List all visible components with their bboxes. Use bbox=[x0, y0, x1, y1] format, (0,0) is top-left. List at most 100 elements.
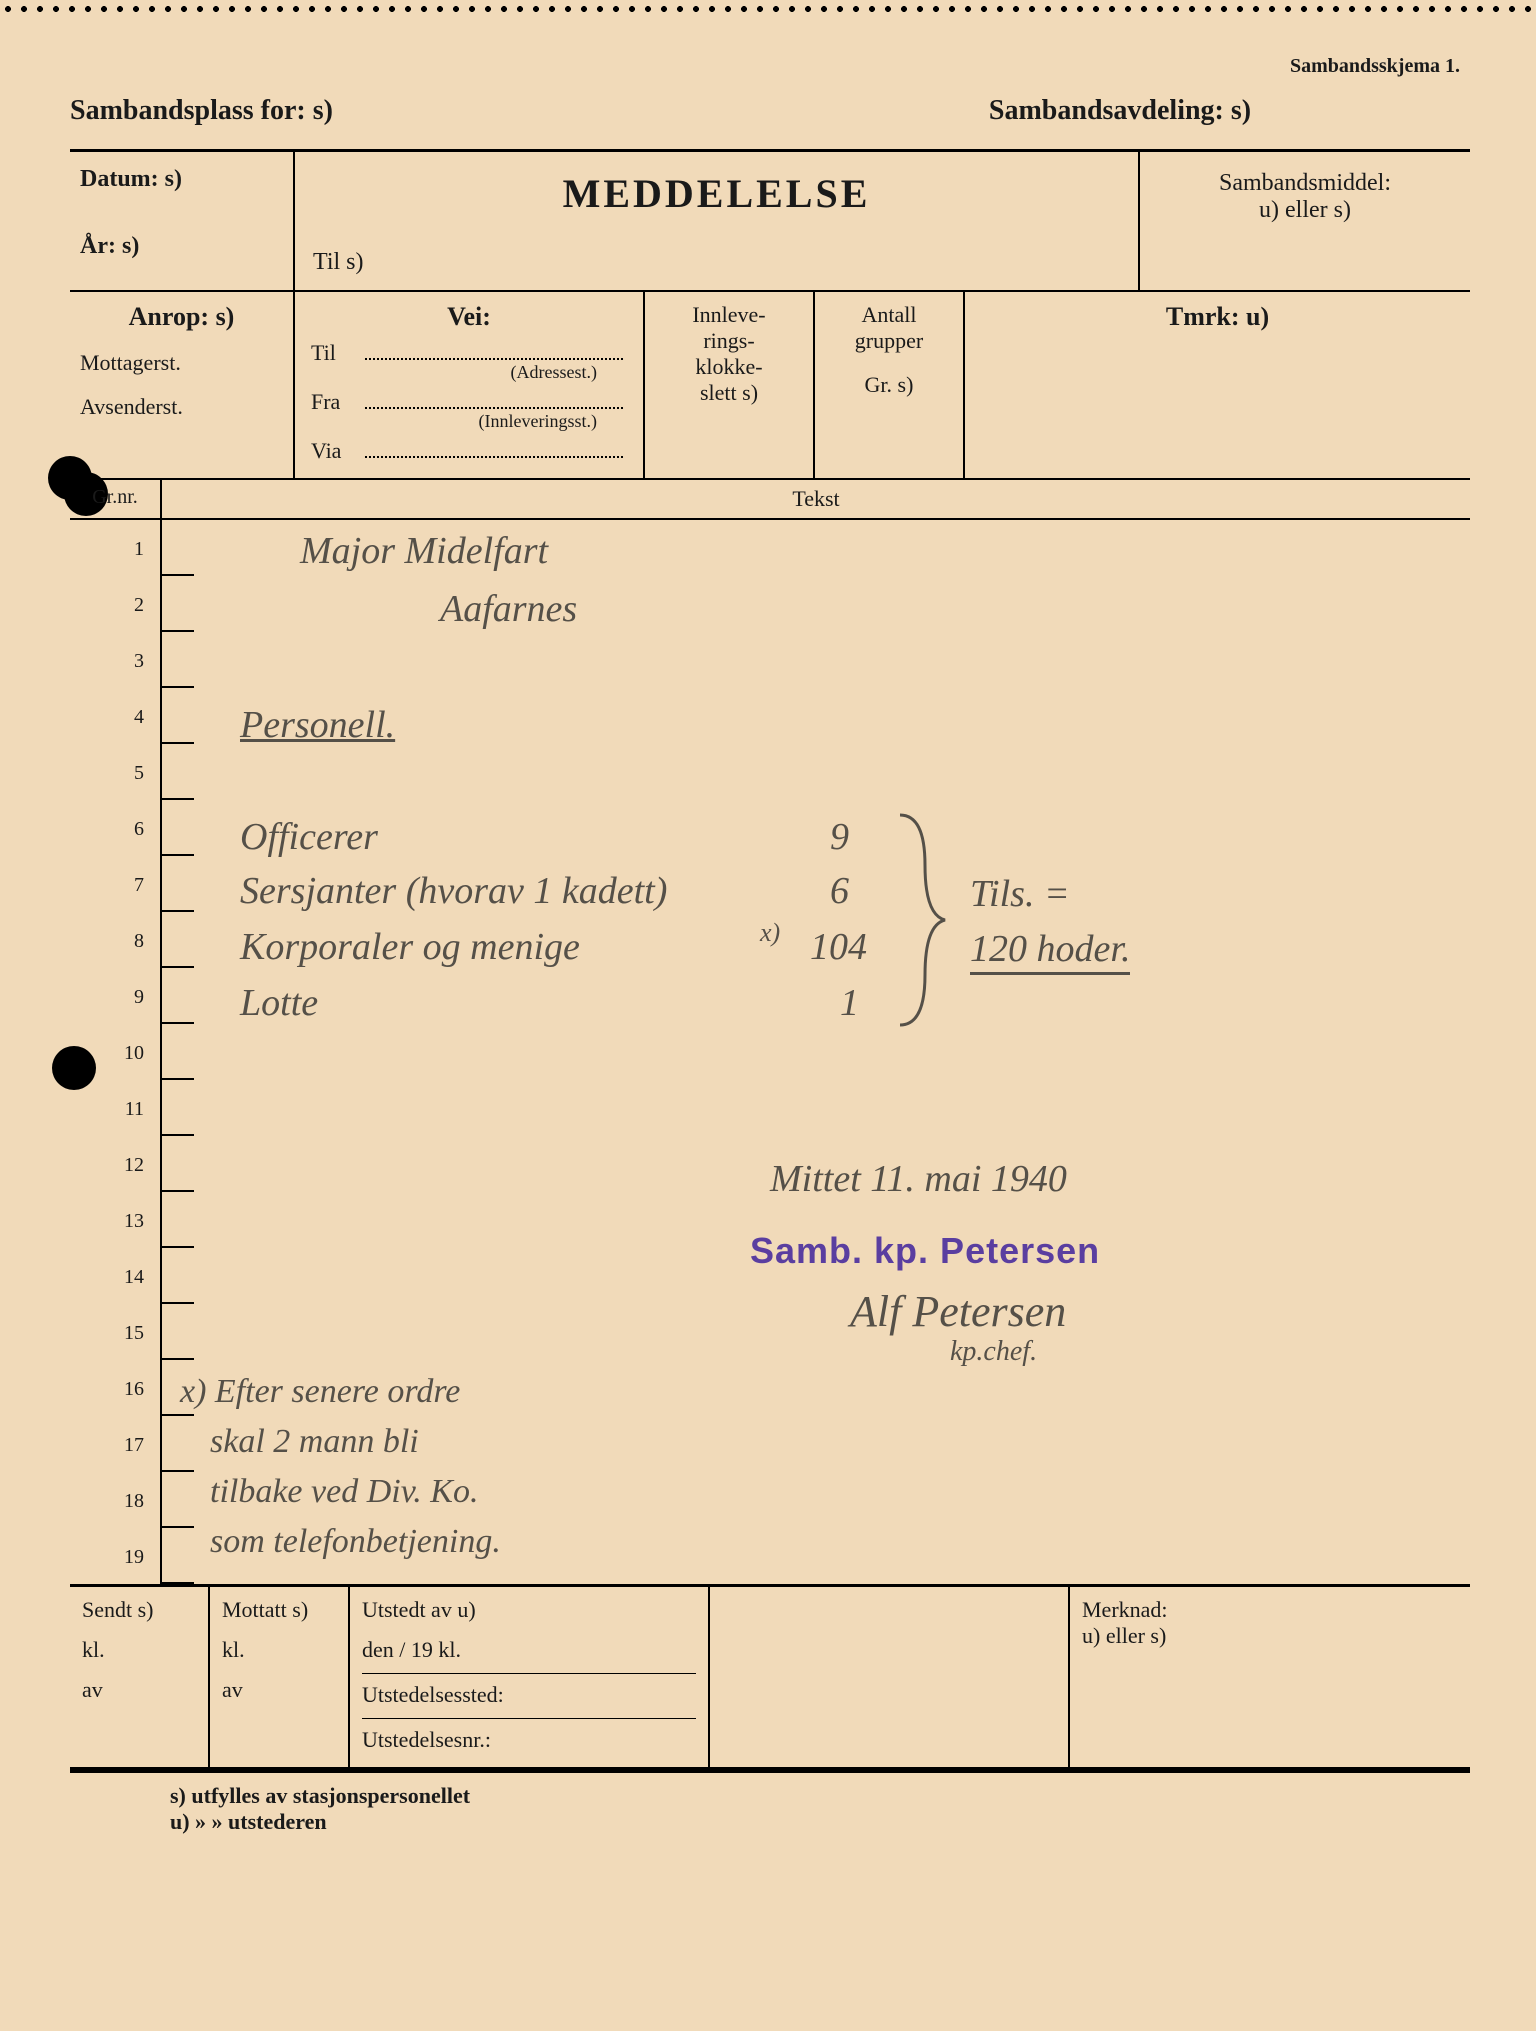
label-kl-1: kl. bbox=[82, 1637, 196, 1663]
row-tick bbox=[162, 1582, 194, 1584]
hw-place: Aafarnes bbox=[440, 590, 577, 628]
row-number: 16 bbox=[70, 1360, 162, 1416]
row-tick bbox=[162, 966, 194, 968]
row-tick bbox=[162, 1190, 194, 1192]
label-vei: Vei: bbox=[311, 302, 627, 332]
label-utsted-sted: Utstedelsessted: bbox=[362, 1673, 696, 1708]
label-grnr: Gr.nr. bbox=[70, 480, 162, 518]
label-til: Til s) bbox=[313, 249, 363, 276]
text-row: 2 bbox=[70, 576, 1470, 632]
hw-dateplace: Mittet 11. mai 1940 bbox=[770, 1160, 1067, 1198]
row-tick bbox=[162, 1134, 194, 1136]
hw-note1: x) Efter senere ordre bbox=[180, 1375, 460, 1409]
label-vei-fra: Fra bbox=[311, 389, 361, 415]
label-kl-2: kl. bbox=[222, 1637, 336, 1663]
label-sambandsmiddel-sub: u) eller s) bbox=[1150, 197, 1460, 224]
row-tick bbox=[162, 854, 194, 856]
row-number: 7 bbox=[70, 856, 162, 912]
row-tick bbox=[162, 574, 194, 576]
row-tick bbox=[162, 1078, 194, 1080]
hw-addressee: Major Midelfart bbox=[300, 532, 548, 570]
hw-note2: skal 2 mann bli bbox=[210, 1425, 419, 1459]
footnote-s: s) utfylles av stasjonspersonellet bbox=[170, 1783, 1470, 1809]
hw-korp: Korporaler og menige bbox=[240, 928, 580, 966]
label-sambandsplass: Sambandsplass for: s) bbox=[70, 95, 770, 127]
label-sambandsmiddel: Sambandsmiddel: bbox=[1150, 170, 1460, 197]
row-number: 11 bbox=[70, 1080, 162, 1136]
label-tekst: Tekst bbox=[162, 480, 1470, 518]
label-anrop: Anrop: s) bbox=[80, 302, 283, 332]
stamp-text: Samb. kp. Petersen bbox=[750, 1230, 1100, 1272]
label-sendt: Sendt s) bbox=[82, 1597, 196, 1623]
label-antall-1: Antall bbox=[825, 302, 953, 328]
row-number: 3 bbox=[70, 632, 162, 688]
row-tick bbox=[162, 798, 194, 800]
text-row: 11 bbox=[70, 1080, 1470, 1136]
perforation-edge bbox=[0, 0, 1536, 18]
text-row: 1 bbox=[70, 520, 1470, 576]
brace-icon bbox=[890, 810, 950, 1030]
message-body: 12345678910111213141516171819 Major Mide… bbox=[70, 520, 1470, 1584]
text-row: 10 bbox=[70, 1024, 1470, 1080]
row-tick bbox=[162, 630, 194, 632]
label-aar: År: s) bbox=[80, 233, 283, 260]
row-tick bbox=[162, 1246, 194, 1248]
row-number: 14 bbox=[70, 1248, 162, 1304]
label-utsted-nr: Utstedelsesnr.: bbox=[362, 1718, 696, 1753]
label-vei-til: Til bbox=[311, 340, 361, 366]
label-av-2: av bbox=[222, 1677, 336, 1703]
row-number: 8 bbox=[70, 912, 162, 968]
label-datum: Datum: s) bbox=[80, 166, 283, 193]
row-number: 10 bbox=[70, 1024, 162, 1080]
hw-officers-n: 9 bbox=[830, 818, 849, 856]
row-tick bbox=[162, 686, 194, 688]
label-mottagerst: Mottagerst. bbox=[80, 350, 283, 376]
label-utstedt: Utstedt av u) bbox=[362, 1597, 696, 1623]
text-row: 15 bbox=[70, 1304, 1470, 1360]
text-row: 5 bbox=[70, 744, 1470, 800]
hw-note4: som telefonbetjening. bbox=[210, 1525, 501, 1559]
footnote-u: u) » » utstederen bbox=[170, 1809, 1470, 1835]
label-innlev-2: rings- bbox=[655, 328, 803, 354]
text-row: 3 bbox=[70, 632, 1470, 688]
row-tick bbox=[162, 1302, 194, 1304]
row-number: 18 bbox=[70, 1472, 162, 1528]
label-tmrk: Tmrk: u) bbox=[965, 292, 1470, 478]
row-number: 13 bbox=[70, 1192, 162, 1248]
form-title: MEDDELELSE bbox=[295, 152, 1138, 217]
row-number: 2 bbox=[70, 576, 162, 632]
row-number: 12 bbox=[70, 1136, 162, 1192]
hw-lotte: Lotte bbox=[240, 984, 318, 1022]
label-antall-2: grupper bbox=[825, 328, 953, 354]
hw-sersj-n: 6 bbox=[830, 872, 849, 910]
label-den: den / 19 kl. bbox=[362, 1637, 696, 1663]
hw-tils: Tils. = bbox=[970, 875, 1070, 913]
label-sambandsavdeling: Sambandsavdeling: s) bbox=[770, 95, 1470, 127]
form-page: Sambandsskjema 1. Sambandsplass for: s) … bbox=[70, 55, 1470, 1835]
form-number: Sambandsskjema 1. bbox=[1290, 55, 1460, 78]
label-avsenderst: Avsenderst. bbox=[80, 394, 283, 420]
row-number: 19 bbox=[70, 1528, 162, 1584]
row-number: 4 bbox=[70, 688, 162, 744]
row-tick bbox=[162, 1526, 194, 1528]
label-mottatt: Mottatt s) bbox=[222, 1597, 336, 1623]
label-vei-via: Via bbox=[311, 438, 361, 464]
row-number: 17 bbox=[70, 1416, 162, 1472]
row-tick bbox=[162, 1470, 194, 1472]
row-tick bbox=[162, 742, 194, 744]
row-tick bbox=[162, 910, 194, 912]
hw-total: 120 hoder. bbox=[970, 930, 1130, 975]
row-tick bbox=[162, 1022, 194, 1024]
label-innlev-3: klokke- bbox=[655, 354, 803, 380]
hw-sig-sub: kp.chef. bbox=[950, 1338, 1037, 1366]
label-innlev-4: slett s) bbox=[655, 380, 803, 406]
row-number: 9 bbox=[70, 968, 162, 1024]
hw-lotte-n: 1 bbox=[840, 984, 859, 1022]
label-innlev-1: Innleve- bbox=[655, 302, 803, 328]
hw-sersj: Sersjanter (hvorav 1 kadett) bbox=[240, 872, 667, 910]
hw-signature: Alf Petersen bbox=[850, 1290, 1066, 1334]
hw-korp-mark: x) bbox=[760, 920, 780, 946]
row-number: 15 bbox=[70, 1304, 162, 1360]
label-av-1: av bbox=[82, 1677, 196, 1703]
row-tick bbox=[162, 1358, 194, 1360]
